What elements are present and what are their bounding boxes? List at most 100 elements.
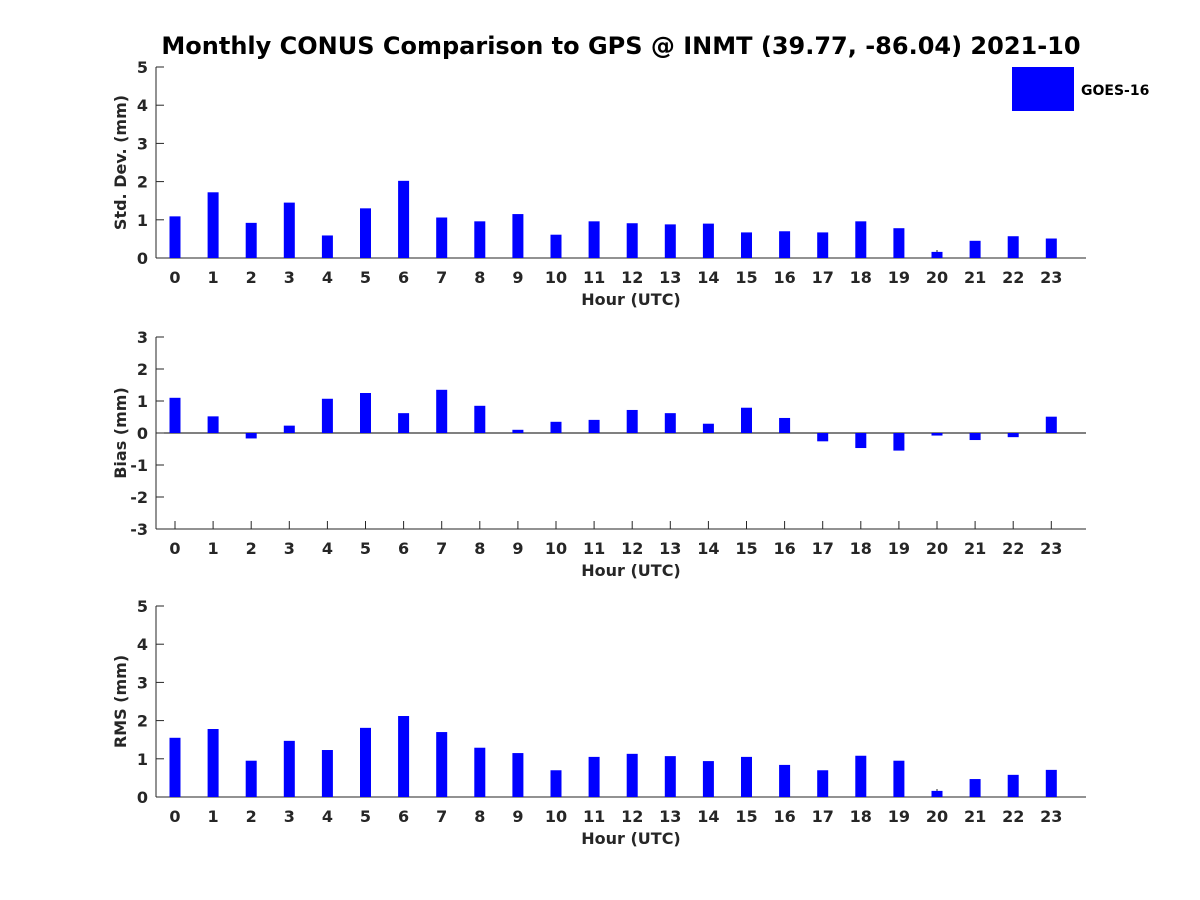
x-tick-label: 9 (512, 539, 523, 558)
x-tick-label: 18 (850, 268, 872, 287)
bar (398, 413, 410, 433)
y-axis-label: Bias (mm) (111, 387, 130, 479)
y-tick-label: 2 (137, 173, 148, 192)
y-tick-label: -1 (130, 456, 148, 475)
x-tick-label: 7 (436, 539, 447, 558)
bar (817, 232, 829, 258)
bar (512, 429, 524, 433)
x-tick-label: 14 (697, 807, 719, 826)
x-tick-label: 3 (284, 268, 295, 287)
bar (779, 764, 791, 797)
bar (550, 421, 562, 433)
y-tick-label: 1 (137, 750, 148, 769)
y-tick-label: 3 (137, 134, 148, 153)
x-tick-label: 6 (398, 539, 409, 558)
x-tick-label: 8 (474, 539, 485, 558)
x-tick-label: 21 (964, 539, 986, 558)
bar (436, 217, 448, 258)
x-tick-label: 16 (773, 807, 795, 826)
bar (283, 425, 295, 433)
y-tick-label: 3 (137, 328, 148, 347)
bar (512, 753, 524, 797)
x-tick-label: 18 (850, 539, 872, 558)
x-tick-label: 14 (697, 268, 719, 287)
x-tick-label: 19 (888, 539, 910, 558)
y-tick-label: 2 (137, 712, 148, 731)
x-tick-label: 19 (888, 807, 910, 826)
x-tick-label: 6 (398, 268, 409, 287)
y-tick-label: 1 (137, 392, 148, 411)
x-tick-label: 4 (322, 539, 333, 558)
bar (1007, 433, 1019, 438)
bar (321, 398, 333, 433)
bar (664, 224, 676, 258)
bar (398, 180, 410, 258)
x-tick-label: 15 (735, 268, 757, 287)
x-tick-label: 22 (1002, 807, 1024, 826)
y-tick-label: 4 (137, 96, 148, 115)
y-axis-label: Std. Dev. (mm) (111, 95, 130, 230)
x-tick-label: 6 (398, 807, 409, 826)
legend-label: GOES-16 (1081, 83, 1149, 99)
x-tick-label: 8 (474, 268, 485, 287)
x-tick-label: 18 (850, 807, 872, 826)
bar (1045, 416, 1057, 433)
bar (283, 740, 295, 797)
bar (1007, 236, 1019, 258)
bar (931, 251, 943, 258)
bar (245, 760, 257, 797)
x-tick-label: 15 (735, 539, 757, 558)
y-tick-label: 4 (137, 635, 148, 654)
bar (741, 407, 752, 433)
x-tick-label: 23 (1040, 268, 1062, 287)
x-tick-label: 8 (474, 807, 485, 826)
bar (436, 732, 448, 797)
x-tick-label: 14 (697, 539, 719, 558)
bar (588, 419, 600, 433)
bar (626, 223, 638, 258)
x-tick-label: 9 (512, 268, 523, 287)
bar (893, 228, 905, 258)
x-tick-label: 0 (169, 539, 180, 558)
bar (207, 729, 219, 797)
x-tick-label: 11 (583, 268, 605, 287)
x-tick-label: 17 (812, 268, 834, 287)
x-tick-label: 5 (360, 807, 371, 826)
x-tick-label: 5 (360, 539, 371, 558)
x-tick-label: 11 (583, 539, 605, 558)
bar (245, 433, 257, 439)
bar (474, 747, 486, 797)
bar (855, 433, 867, 449)
y-tick-label: 1 (137, 211, 148, 230)
x-tick-label: 2 (246, 539, 257, 558)
bar (855, 755, 867, 797)
bar (360, 393, 371, 433)
bar (245, 222, 257, 258)
y-tick-label: 0 (137, 249, 148, 268)
x-tick-label: 12 (621, 539, 643, 558)
y-tick-label: 0 (137, 788, 148, 807)
x-tick-label: 1 (208, 539, 219, 558)
bar (817, 433, 829, 442)
bar (664, 756, 676, 797)
bar (664, 413, 676, 433)
bar (893, 760, 905, 797)
x-tick-label: 13 (659, 807, 681, 826)
bar (702, 223, 714, 258)
bar (931, 790, 943, 797)
bar (626, 409, 638, 433)
bar (779, 231, 791, 258)
y-tick-label: -2 (130, 488, 148, 507)
x-tick-label: 12 (621, 807, 643, 826)
x-tick-label: 2 (246, 268, 257, 287)
bar (321, 750, 333, 797)
x-tick-label: 21 (964, 268, 986, 287)
y-tick-label: 0 (137, 424, 148, 443)
bar (626, 753, 638, 797)
x-tick-label: 23 (1040, 807, 1062, 826)
x-tick-label: 0 (169, 807, 180, 826)
x-axis-label: Hour (UTC) (581, 561, 681, 580)
x-axis-label: Hour (UTC) (581, 829, 681, 848)
x-tick-label: 22 (1002, 268, 1024, 287)
x-tick-label: 1 (208, 807, 219, 826)
